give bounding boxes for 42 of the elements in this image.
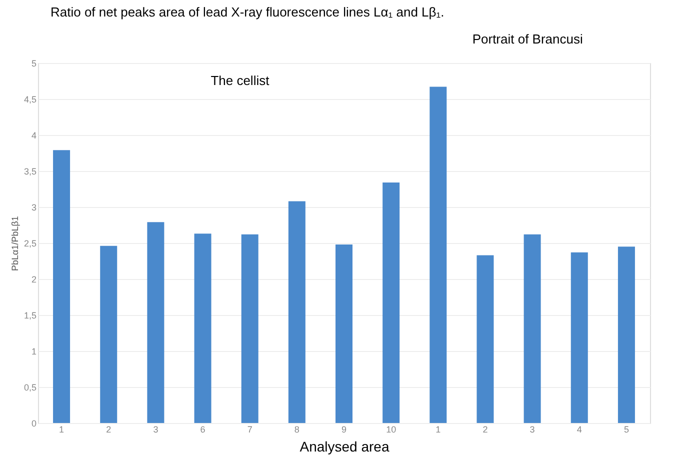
x-tick-label: 6	[200, 424, 206, 434]
bar	[430, 86, 447, 423]
bar	[147, 222, 164, 423]
x-tick-label: 9	[341, 424, 347, 434]
y-tick-label: 2	[31, 274, 36, 284]
bar	[53, 150, 70, 423]
chart-title: Ratio of net peaks area of lead X-ray fluorescence lines Lα₁ and Lβ₁.	[50, 4, 444, 20]
x-tick-label: 2	[482, 424, 488, 434]
y-tick-label: 5	[31, 58, 36, 68]
x-tick-label: 1	[436, 424, 441, 434]
y-tick-label: 0	[31, 418, 36, 428]
x-tick-label: 2	[106, 424, 112, 434]
bar	[476, 255, 494, 423]
bar	[618, 246, 635, 423]
x-tick-label: 10	[386, 424, 396, 434]
bar	[288, 201, 306, 423]
x-axis-title: Analysed area	[300, 438, 390, 454]
bar	[336, 244, 352, 423]
annotation: The cellist	[210, 73, 270, 88]
bar	[382, 182, 400, 423]
x-tick-label: 4	[576, 424, 582, 434]
text: Portrait of Brancusi	[472, 32, 583, 47]
y-tick-label: 3	[31, 202, 36, 212]
bar	[524, 234, 541, 423]
y-tick-label: 4,5	[24, 94, 36, 104]
x-tick-label: 1	[59, 424, 64, 434]
y-tick-label: 4	[31, 130, 36, 140]
x-tick-label: 5	[624, 424, 629, 434]
y-tick-label: 3,5	[24, 166, 36, 176]
bar	[570, 252, 588, 423]
x-tick-label: 3	[530, 424, 535, 434]
x-tick-label: 8	[294, 424, 300, 434]
y-tick-label: 2,5	[24, 238, 36, 248]
bar	[241, 234, 258, 423]
y-axis-title: PbLα1/PbLβ1	[10, 216, 20, 271]
bar	[100, 246, 118, 423]
x-tick-label: 3	[153, 424, 158, 434]
y-tick-label: 0,5	[24, 382, 36, 392]
y-tick-label: 1,5	[24, 310, 36, 320]
bar	[194, 234, 212, 423]
y-tick-label: 1	[31, 346, 36, 356]
x-tick-label: 7	[247, 424, 252, 434]
